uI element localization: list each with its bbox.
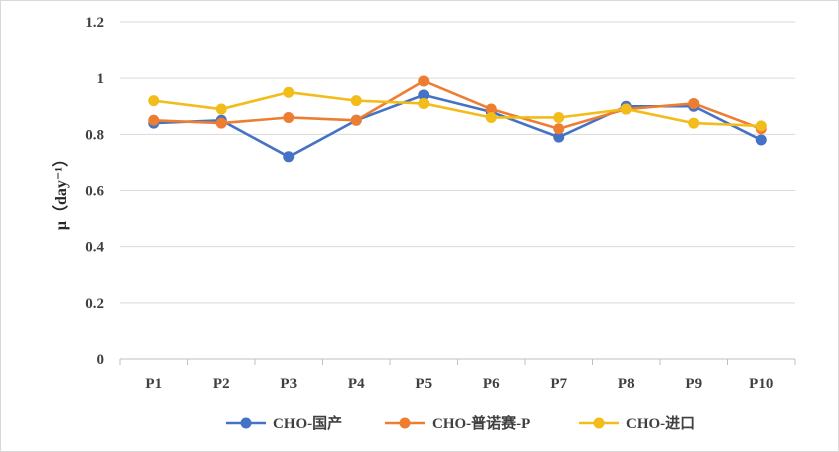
legend-label: CHO-进口	[626, 415, 695, 432]
x-tick-label: P6	[483, 376, 500, 392]
y-tick-label: 0.2	[85, 296, 104, 312]
series-lines	[148, 75, 767, 163]
x-tick-label: P4	[348, 376, 365, 392]
data-point	[418, 89, 430, 101]
data-point	[485, 103, 497, 115]
data-point	[418, 75, 430, 87]
y-tick-label: 0.4	[85, 240, 104, 256]
legend-label: CHO-国产	[273, 414, 342, 432]
x-tick-label: P1	[145, 376, 162, 392]
legend: CHO-国产 CHO-普诺赛-P CHO-进口	[226, 414, 695, 432]
data-point	[553, 111, 565, 123]
legend-item: CHO-普诺赛-P	[385, 414, 530, 432]
y-axis-ticks: 0 0.2 0.4 0.6 0.8 1 1.2	[85, 15, 104, 368]
series-3	[148, 86, 767, 132]
data-point	[350, 114, 362, 126]
series-line	[153, 90, 762, 128]
data-point	[350, 95, 362, 107]
data-point	[553, 131, 565, 143]
gridlines	[120, 21, 795, 304]
series-1	[148, 89, 767, 163]
y-axis-label: μ（day⁻¹）	[52, 151, 70, 230]
x-axis: P1 P2 P3 P4 P5 P6 P7 P8 P9 P10	[119, 358, 796, 392]
y-tick-label: 1.2	[85, 15, 104, 31]
y-tick-label: 0.6	[85, 184, 104, 200]
x-tick-label: P9	[685, 376, 702, 392]
x-tick-label: P7	[550, 376, 567, 392]
data-point	[688, 97, 700, 109]
data-point	[148, 95, 160, 107]
y-tick-label: 1	[97, 71, 105, 87]
data-point	[283, 151, 295, 163]
data-point	[688, 117, 700, 129]
data-point	[148, 114, 160, 126]
series-line	[153, 79, 762, 131]
x-tick-label: P8	[618, 376, 635, 392]
data-point	[485, 111, 497, 123]
data-point	[620, 103, 632, 115]
legend-item: CHO-进口	[579, 415, 695, 432]
data-point	[215, 103, 227, 115]
legend-marker	[240, 417, 252, 429]
data-point	[553, 123, 565, 135]
y-tick-label: 0.8	[85, 127, 104, 143]
x-tick-label: P2	[213, 376, 230, 392]
legend-marker	[593, 417, 605, 429]
x-tick-label: P10	[749, 376, 773, 392]
y-tick-label: 0	[97, 352, 105, 368]
x-tick-label: P3	[280, 376, 297, 392]
data-point	[283, 86, 295, 98]
data-point	[755, 134, 767, 146]
data-point	[283, 111, 295, 123]
data-point	[418, 97, 430, 109]
legend-label: CHO-普诺赛-P	[432, 414, 530, 432]
data-point	[755, 120, 767, 132]
legend-marker	[399, 417, 411, 429]
x-tick-label: P5	[415, 376, 432, 392]
legend-item: CHO-国产	[226, 414, 342, 432]
data-point	[215, 117, 227, 129]
